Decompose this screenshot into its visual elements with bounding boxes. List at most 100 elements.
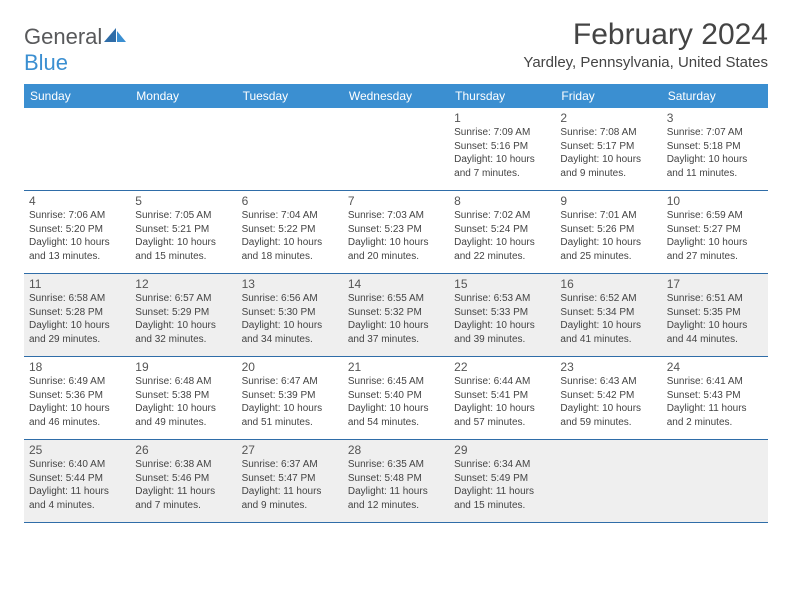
day-number: 3 bbox=[667, 111, 763, 125]
weekday-saturday: Saturday bbox=[662, 84, 768, 108]
weekday-monday: Monday bbox=[130, 84, 236, 108]
day-number: 12 bbox=[135, 277, 231, 291]
day-info: Sunrise: 6:43 AMSunset: 5:42 PMDaylight:… bbox=[560, 375, 656, 429]
day-cell: 16Sunrise: 6:52 AMSunset: 5:34 PMDayligh… bbox=[555, 274, 661, 356]
day-info: Sunrise: 6:49 AMSunset: 5:36 PMDaylight:… bbox=[29, 375, 125, 429]
day-info: Sunrise: 6:44 AMSunset: 5:41 PMDaylight:… bbox=[454, 375, 550, 429]
day-cell: 5Sunrise: 7:05 AMSunset: 5:21 PMDaylight… bbox=[130, 191, 236, 273]
day-cell: 15Sunrise: 6:53 AMSunset: 5:33 PMDayligh… bbox=[449, 274, 555, 356]
day-cell: 28Sunrise: 6:35 AMSunset: 5:48 PMDayligh… bbox=[343, 440, 449, 522]
day-number: 29 bbox=[454, 443, 550, 457]
day-number: 2 bbox=[560, 111, 656, 125]
day-cell: 9Sunrise: 7:01 AMSunset: 5:26 PMDaylight… bbox=[555, 191, 661, 273]
day-number: 10 bbox=[667, 194, 763, 208]
day-cell: 19Sunrise: 6:48 AMSunset: 5:38 PMDayligh… bbox=[130, 357, 236, 439]
day-number: 27 bbox=[242, 443, 338, 457]
sail-icon bbox=[102, 31, 128, 48]
day-info: Sunrise: 6:40 AMSunset: 5:44 PMDaylight:… bbox=[29, 458, 125, 512]
day-info: Sunrise: 6:58 AMSunset: 5:28 PMDaylight:… bbox=[29, 292, 125, 346]
day-number: 11 bbox=[29, 277, 125, 291]
day-info: Sunrise: 6:59 AMSunset: 5:27 PMDaylight:… bbox=[667, 209, 763, 263]
weekday-thursday: Thursday bbox=[449, 84, 555, 108]
day-info: Sunrise: 7:09 AMSunset: 5:16 PMDaylight:… bbox=[454, 126, 550, 180]
title-block: February 2024 Yardley, Pennsylvania, Uni… bbox=[523, 18, 768, 71]
week-row: 1Sunrise: 7:09 AMSunset: 5:16 PMDaylight… bbox=[24, 108, 768, 191]
day-number: 17 bbox=[667, 277, 763, 291]
day-info: Sunrise: 6:48 AMSunset: 5:38 PMDaylight:… bbox=[135, 375, 231, 429]
day-number: 24 bbox=[667, 360, 763, 374]
day-number: 21 bbox=[348, 360, 444, 374]
day-info: Sunrise: 7:05 AMSunset: 5:21 PMDaylight:… bbox=[135, 209, 231, 263]
day-info: Sunrise: 6:53 AMSunset: 5:33 PMDaylight:… bbox=[454, 292, 550, 346]
day-number: 6 bbox=[242, 194, 338, 208]
day-info: Sunrise: 7:04 AMSunset: 5:22 PMDaylight:… bbox=[242, 209, 338, 263]
day-number: 20 bbox=[242, 360, 338, 374]
day-info: Sunrise: 6:56 AMSunset: 5:30 PMDaylight:… bbox=[242, 292, 338, 346]
day-cell: 23Sunrise: 6:43 AMSunset: 5:42 PMDayligh… bbox=[555, 357, 661, 439]
week-row: 4Sunrise: 7:06 AMSunset: 5:20 PMDaylight… bbox=[24, 191, 768, 274]
day-info: Sunrise: 6:51 AMSunset: 5:35 PMDaylight:… bbox=[667, 292, 763, 346]
day-number: 18 bbox=[29, 360, 125, 374]
day-cell: 25Sunrise: 6:40 AMSunset: 5:44 PMDayligh… bbox=[24, 440, 130, 522]
day-number: 1 bbox=[454, 111, 550, 125]
day-number: 8 bbox=[454, 194, 550, 208]
day-cell: 20Sunrise: 6:47 AMSunset: 5:39 PMDayligh… bbox=[237, 357, 343, 439]
logo-text-general: General bbox=[24, 24, 102, 49]
day-cell: 24Sunrise: 6:41 AMSunset: 5:43 PMDayligh… bbox=[662, 357, 768, 439]
weekday-tuesday: Tuesday bbox=[237, 84, 343, 108]
day-number: 26 bbox=[135, 443, 231, 457]
day-number: 28 bbox=[348, 443, 444, 457]
week-row: 18Sunrise: 6:49 AMSunset: 5:36 PMDayligh… bbox=[24, 357, 768, 440]
day-cell: 7Sunrise: 7:03 AMSunset: 5:23 PMDaylight… bbox=[343, 191, 449, 273]
week-row: 25Sunrise: 6:40 AMSunset: 5:44 PMDayligh… bbox=[24, 440, 768, 523]
day-info: Sunrise: 7:01 AMSunset: 5:26 PMDaylight:… bbox=[560, 209, 656, 263]
day-info: Sunrise: 7:06 AMSunset: 5:20 PMDaylight:… bbox=[29, 209, 125, 263]
day-cell: 11Sunrise: 6:58 AMSunset: 5:28 PMDayligh… bbox=[24, 274, 130, 356]
month-title: February 2024 bbox=[523, 18, 768, 52]
day-cell: 13Sunrise: 6:56 AMSunset: 5:30 PMDayligh… bbox=[237, 274, 343, 356]
day-cell: 8Sunrise: 7:02 AMSunset: 5:24 PMDaylight… bbox=[449, 191, 555, 273]
day-info: Sunrise: 6:47 AMSunset: 5:39 PMDaylight:… bbox=[242, 375, 338, 429]
day-cell: 12Sunrise: 6:57 AMSunset: 5:29 PMDayligh… bbox=[130, 274, 236, 356]
day-number: 16 bbox=[560, 277, 656, 291]
day-number: 4 bbox=[29, 194, 125, 208]
day-cell: 10Sunrise: 6:59 AMSunset: 5:27 PMDayligh… bbox=[662, 191, 768, 273]
logo-text-blue: Blue bbox=[24, 50, 128, 76]
day-info: Sunrise: 7:08 AMSunset: 5:17 PMDaylight:… bbox=[560, 126, 656, 180]
day-info: Sunrise: 6:52 AMSunset: 5:34 PMDaylight:… bbox=[560, 292, 656, 346]
weekday-wednesday: Wednesday bbox=[343, 84, 449, 108]
day-info: Sunrise: 6:38 AMSunset: 5:46 PMDaylight:… bbox=[135, 458, 231, 512]
week-row: 11Sunrise: 6:58 AMSunset: 5:28 PMDayligh… bbox=[24, 274, 768, 357]
day-number: 5 bbox=[135, 194, 231, 208]
day-info: Sunrise: 7:02 AMSunset: 5:24 PMDaylight:… bbox=[454, 209, 550, 263]
day-info: Sunrise: 6:55 AMSunset: 5:32 PMDaylight:… bbox=[348, 292, 444, 346]
day-number: 7 bbox=[348, 194, 444, 208]
day-info: Sunrise: 6:57 AMSunset: 5:29 PMDaylight:… bbox=[135, 292, 231, 346]
day-number: 22 bbox=[454, 360, 550, 374]
day-number: 19 bbox=[135, 360, 231, 374]
day-info: Sunrise: 6:41 AMSunset: 5:43 PMDaylight:… bbox=[667, 375, 763, 429]
calendar: SundayMondayTuesdayWednesdayThursdayFrid… bbox=[24, 84, 768, 523]
day-cell bbox=[343, 108, 449, 190]
day-info: Sunrise: 6:45 AMSunset: 5:40 PMDaylight:… bbox=[348, 375, 444, 429]
day-number: 14 bbox=[348, 277, 444, 291]
weeks-container: 1Sunrise: 7:09 AMSunset: 5:16 PMDaylight… bbox=[24, 108, 768, 523]
day-cell: 14Sunrise: 6:55 AMSunset: 5:32 PMDayligh… bbox=[343, 274, 449, 356]
day-number: 15 bbox=[454, 277, 550, 291]
day-cell: 27Sunrise: 6:37 AMSunset: 5:47 PMDayligh… bbox=[237, 440, 343, 522]
day-cell: 4Sunrise: 7:06 AMSunset: 5:20 PMDaylight… bbox=[24, 191, 130, 273]
day-cell: 18Sunrise: 6:49 AMSunset: 5:36 PMDayligh… bbox=[24, 357, 130, 439]
day-cell: 22Sunrise: 6:44 AMSunset: 5:41 PMDayligh… bbox=[449, 357, 555, 439]
day-cell: 1Sunrise: 7:09 AMSunset: 5:16 PMDaylight… bbox=[449, 108, 555, 190]
day-cell: 6Sunrise: 7:04 AMSunset: 5:22 PMDaylight… bbox=[237, 191, 343, 273]
day-info: Sunrise: 6:34 AMSunset: 5:49 PMDaylight:… bbox=[454, 458, 550, 512]
day-info: Sunrise: 6:35 AMSunset: 5:48 PMDaylight:… bbox=[348, 458, 444, 512]
header: General Blue February 2024 Yardley, Penn… bbox=[24, 18, 768, 76]
weekday-header-row: SundayMondayTuesdayWednesdayThursdayFrid… bbox=[24, 84, 768, 108]
logo: General Blue bbox=[24, 18, 128, 76]
weekday-sunday: Sunday bbox=[24, 84, 130, 108]
day-cell bbox=[24, 108, 130, 190]
location: Yardley, Pennsylvania, United States bbox=[523, 54, 768, 71]
day-cell bbox=[662, 440, 768, 522]
day-cell: 17Sunrise: 6:51 AMSunset: 5:35 PMDayligh… bbox=[662, 274, 768, 356]
